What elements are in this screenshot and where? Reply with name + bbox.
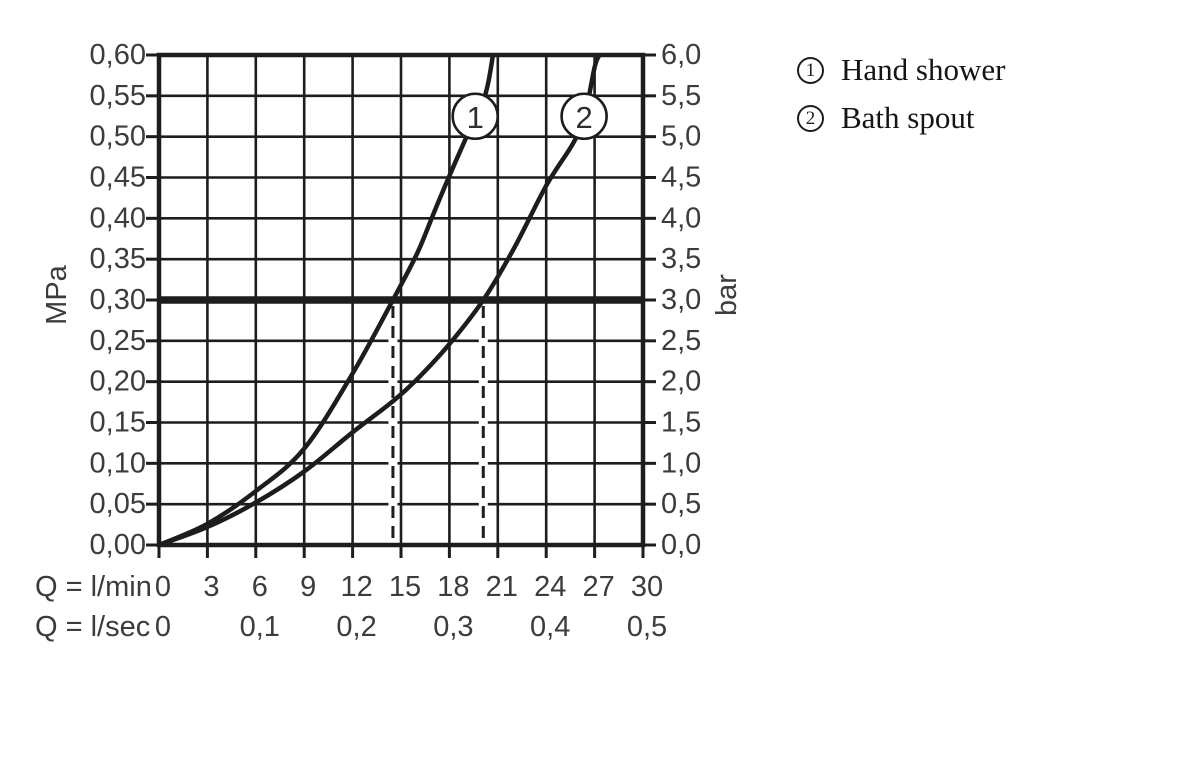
plot-border [156, 52, 646, 548]
legend: 1 Hand shower 2 Bath spout [797, 46, 1005, 142]
x-axis-label-lsec: 0 [155, 611, 171, 643]
x-axis-label-lsec: 0,1 [240, 611, 280, 643]
curve-marker-circle-2 [560, 92, 608, 141]
left-axis-label: 0,15 [90, 407, 146, 439]
legend-symbol-1-icon: 1 [797, 56, 824, 84]
x-axis-row-label-lsec: Q = l/sec [35, 611, 150, 643]
legend-symbol-2-icon: 2 [797, 104, 824, 132]
x-axis-label-lmin: 6 [252, 571, 268, 603]
x-axis-row-label-lmin: Q = l/min [35, 571, 152, 603]
x-axis-label-lmin: 21 [486, 571, 518, 603]
left-axis-label: 0,45 [90, 162, 146, 194]
left-axis-label: 0,55 [90, 80, 146, 112]
legend-item-bath-spout: 2 Bath spout [797, 94, 1005, 142]
x-axis-label-lmin: 0 [155, 571, 171, 603]
curve-hand-shower [158, 54, 496, 547]
x-axis-label-lsec: 0,2 [336, 611, 376, 643]
right-axis-label: 1,5 [661, 407, 701, 439]
x-axis-label-lsec: 0,5 [627, 611, 667, 643]
right-axis-label: 1,0 [661, 447, 701, 479]
x-axis-label-lmin: 3 [203, 571, 219, 603]
left-axis-label: 0,50 [90, 121, 146, 153]
right-axis-label: 0,5 [661, 488, 701, 520]
legend-item-hand-shower: 1 Hand shower [797, 46, 1005, 94]
x-axis-label-lmin: 12 [340, 571, 372, 603]
x-axis-label-lsec: 0,3 [433, 611, 473, 643]
right-axis-label: 5,5 [661, 80, 701, 112]
left-axis-label: 0,30 [90, 284, 146, 316]
curve-marker-number-1: 1 [467, 100, 484, 135]
legend-label-hand-shower: Hand shower [841, 52, 1006, 87]
x-axis-label-lmin: 15 [389, 571, 421, 603]
right-axis-unit-bar: bar [711, 274, 743, 316]
right-axis-label: 4,0 [661, 202, 701, 234]
right-axis-label: 2,0 [661, 366, 701, 398]
x-axis-label-lmin: 18 [437, 571, 469, 603]
curve-marker-number-2: 2 [575, 100, 592, 135]
left-axis-label: 0,20 [90, 366, 146, 398]
right-axis-label: 5,0 [661, 121, 701, 153]
left-axis-label: 0,00 [90, 529, 146, 561]
x-axis-label-lmin: 27 [582, 571, 614, 603]
right-axis-label: 0,0 [661, 529, 701, 561]
right-axis-label: 6,0 [661, 39, 701, 71]
legend-label-bath-spout: Bath spout [841, 100, 975, 135]
left-axis-label: 0,25 [90, 325, 146, 357]
right-axis-label: 2,5 [661, 325, 701, 357]
right-axis-label: 3,5 [661, 243, 701, 275]
left-axis-label: 0,05 [90, 488, 146, 520]
left-axis-label: 0,60 [90, 39, 146, 71]
x-axis-label-lsec: 0,4 [530, 611, 570, 643]
left-axis-label: 0,40 [90, 202, 146, 234]
left-axis-label: 0,10 [90, 447, 146, 479]
right-axis-label: 3,0 [661, 284, 701, 316]
x-axis-label-lmin: 30 [631, 571, 663, 603]
x-axis-label-lmin: 9 [300, 571, 316, 603]
right-axis-label: 4,5 [661, 162, 701, 194]
x-axis-label-lmin: 24 [534, 571, 566, 603]
left-axis-unit-mpa: MPa [41, 264, 73, 325]
left-axis-label: 0,35 [90, 243, 146, 275]
curve-marker-circle-1 [451, 92, 500, 141]
